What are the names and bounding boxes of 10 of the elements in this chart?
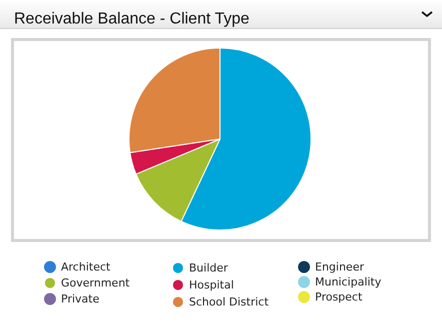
legend-label: School District xyxy=(189,296,270,308)
legend-label: Hospital xyxy=(189,278,234,292)
legend-label: Government xyxy=(61,276,130,290)
legend-label: Prospect xyxy=(315,290,363,304)
legend-label: Builder xyxy=(189,262,228,274)
legend-label: Municipality xyxy=(315,276,382,288)
chart-title: Receivable Balance - Client Type xyxy=(14,10,250,28)
legend-label: Private xyxy=(61,292,100,306)
legend-label: Engineer xyxy=(315,260,364,274)
legend-label: Architect xyxy=(61,260,112,274)
